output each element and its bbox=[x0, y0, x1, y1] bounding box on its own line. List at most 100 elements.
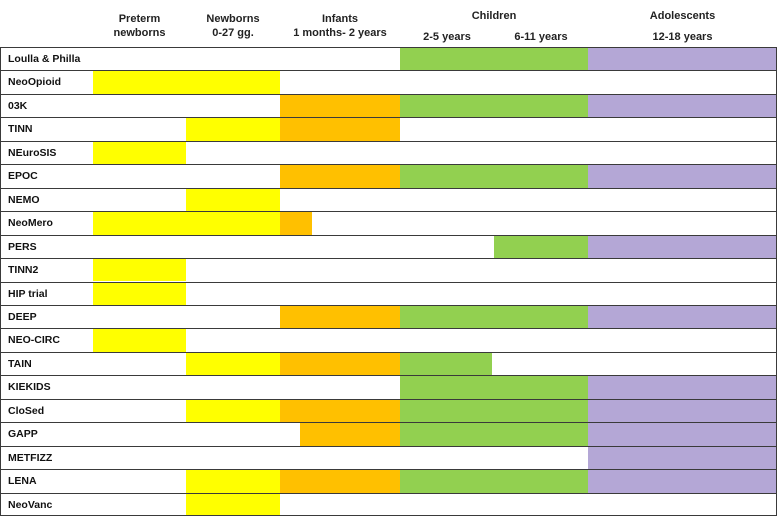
row-gridline bbox=[0, 515, 777, 516]
row-gridline bbox=[0, 47, 777, 48]
header-preterm: Preterm newborns bbox=[93, 12, 186, 40]
header-newborns-line1: Newborns bbox=[206, 13, 260, 25]
bar-deep-children bbox=[400, 304, 588, 329]
bar-gapp-children bbox=[400, 422, 588, 446]
bar-tain-infants bbox=[280, 351, 400, 376]
row-label: METFIZZ bbox=[8, 451, 53, 464]
bar-lena-newborns bbox=[186, 469, 280, 493]
row-gridline bbox=[0, 258, 777, 260]
bar-tinn2-preterm bbox=[93, 258, 186, 282]
bar-neo-circ-preterm bbox=[93, 328, 186, 352]
bar-lena-adolescents bbox=[588, 469, 777, 493]
header-adolescents-line2: 12-18 years bbox=[652, 31, 713, 43]
bar-epoc-infants bbox=[280, 164, 400, 188]
bar-gapp-adolescents bbox=[588, 422, 777, 446]
row-gridline bbox=[0, 304, 777, 306]
bar-pers-children bbox=[494, 234, 588, 259]
bar-loulla-philla-children bbox=[400, 47, 588, 71]
header-children-2-5: 2-5 years bbox=[400, 30, 494, 44]
row-gridline bbox=[0, 375, 777, 377]
bar-nemo-newborns bbox=[186, 187, 280, 212]
row-gridline bbox=[0, 398, 777, 400]
row-label: TINN2 bbox=[8, 264, 39, 277]
row-label: NEuroSIS bbox=[8, 146, 57, 159]
row-gridline bbox=[0, 445, 777, 447]
row-label: NEMO bbox=[8, 193, 40, 206]
row-gridline bbox=[0, 70, 777, 72]
bar-neoopioid-newborns bbox=[186, 70, 280, 94]
row-label: NeoOpioid bbox=[8, 76, 62, 89]
header-infants-line1: Infants bbox=[321, 13, 359, 25]
bar-neomero-preterm bbox=[93, 211, 186, 235]
bar-deep-infants bbox=[280, 304, 400, 329]
row-label: Loulla & Philla bbox=[8, 53, 81, 65]
bar-epoc-children bbox=[400, 164, 588, 188]
header-adolescents: Adolescents 12-18 years bbox=[588, 9, 777, 44]
bar-closed-children bbox=[400, 398, 588, 423]
header-newborns: Newborns 0-27 gg. bbox=[186, 12, 280, 40]
header-adolescents-line1: Adolescents bbox=[649, 10, 716, 22]
row-gridline bbox=[0, 211, 777, 213]
bar-neurosis-preterm bbox=[93, 140, 186, 165]
bar-lena-children bbox=[400, 469, 588, 493]
row-gridline bbox=[0, 492, 777, 494]
row-gridline bbox=[0, 164, 777, 166]
row-label: NeoMero bbox=[8, 217, 53, 230]
row-label: EPOC bbox=[8, 170, 38, 183]
table-left-border bbox=[0, 47, 1, 516]
row-gridline bbox=[0, 281, 777, 283]
bar-loulla-philla-adolescents bbox=[588, 47, 777, 71]
row-gridline bbox=[0, 422, 777, 424]
row-gridline bbox=[0, 140, 777, 142]
row-gridline bbox=[0, 328, 777, 330]
header-preterm-line1: Preterm bbox=[118, 13, 161, 25]
bar-neomero-newborns bbox=[186, 211, 280, 235]
bar-tinn-newborns bbox=[186, 117, 280, 141]
row-label: DEEP bbox=[8, 310, 37, 323]
header-children-6-11: 6-11 years bbox=[494, 30, 588, 44]
bar-epoc-adolescents bbox=[588, 164, 777, 188]
bar-tinn-infants bbox=[280, 117, 400, 141]
row-label: LENA bbox=[8, 475, 37, 488]
row-gridline bbox=[0, 469, 777, 471]
row-gridline bbox=[0, 93, 777, 95]
bar-tain-newborns bbox=[186, 351, 280, 376]
bar-kiekids-adolescents bbox=[588, 375, 777, 399]
bar-closed-infants bbox=[280, 398, 400, 423]
row-label: TAIN bbox=[8, 357, 32, 370]
row-label: NEO-CIRC bbox=[8, 334, 60, 347]
row-label: GAPP bbox=[8, 428, 38, 441]
bar-tain-children bbox=[400, 351, 493, 376]
row-gridline bbox=[0, 187, 777, 189]
row-label: 03K bbox=[8, 99, 28, 112]
bar-closed-newborns bbox=[186, 398, 280, 423]
row-label: NeoVanc bbox=[8, 498, 53, 511]
bar-deep-adolescents bbox=[588, 304, 777, 329]
header-infants-line2: 1 months- 2 years bbox=[293, 27, 387, 39]
bar-03k-infants bbox=[280, 93, 400, 118]
header-children-2-5-label: 2-5 years bbox=[423, 31, 471, 43]
bar-neovanc-newborns bbox=[186, 492, 280, 516]
row-label: TINN bbox=[8, 123, 33, 136]
header-preterm-line2: newborns bbox=[113, 27, 166, 39]
bar-03k-children bbox=[400, 93, 588, 118]
bar-neomero-infants bbox=[280, 211, 313, 235]
bar-metfizz-adolescents bbox=[588, 445, 777, 470]
header-children-6-11-label: 6-11 years bbox=[514, 31, 568, 43]
row-gridline bbox=[0, 117, 777, 119]
header-children: Children bbox=[400, 9, 588, 23]
row-gridline bbox=[0, 351, 777, 353]
row-label: CloSed bbox=[8, 404, 45, 417]
bar-pers-adolescents bbox=[588, 234, 777, 259]
bar-03k-adolescents bbox=[588, 93, 777, 118]
row-label: HIP trial bbox=[8, 287, 48, 300]
bar-lena-infants bbox=[280, 469, 400, 493]
row-gridline bbox=[0, 234, 777, 236]
bar-kiekids-children bbox=[400, 375, 588, 399]
header-infants: Infants 1 months- 2 years bbox=[280, 12, 400, 40]
row-label: KIEKIDS bbox=[8, 381, 51, 394]
bar-hip-trial-preterm bbox=[93, 281, 186, 305]
bar-closed-adolescents bbox=[588, 398, 777, 423]
bar-gapp-infants bbox=[300, 422, 400, 446]
